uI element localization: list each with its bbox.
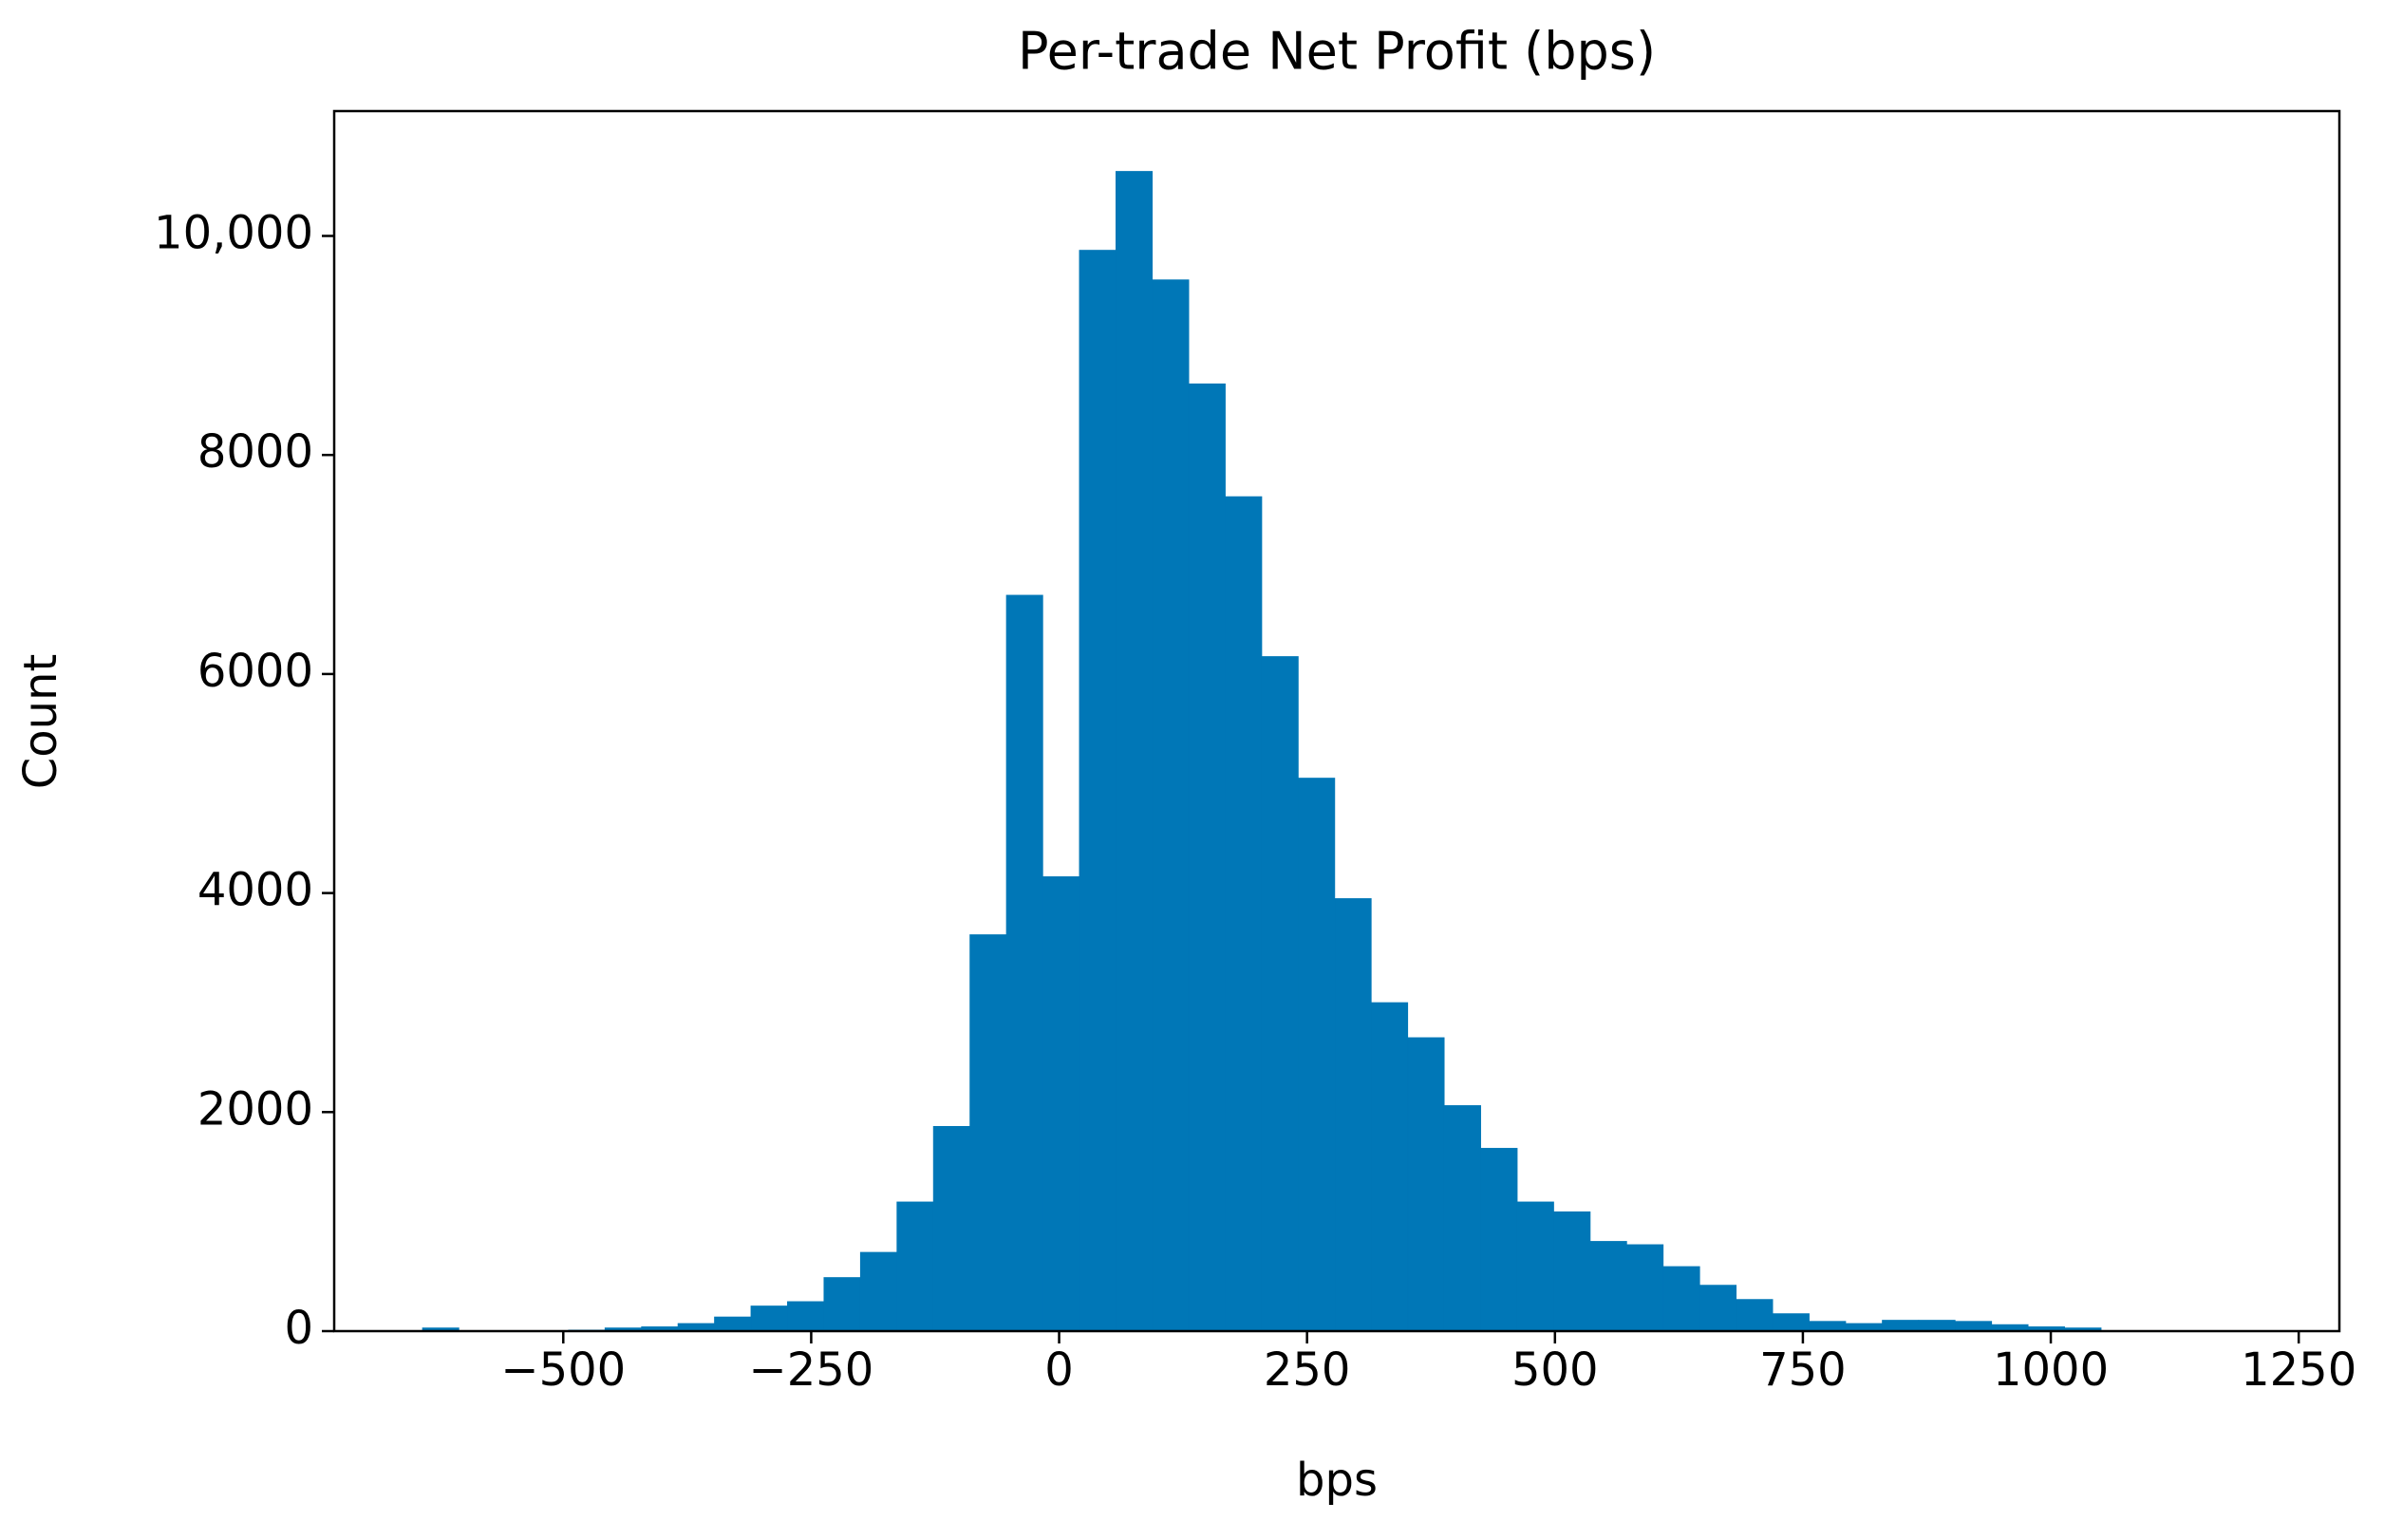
- chart-title: Per-trade Net Profit (bps): [1018, 22, 1656, 82]
- bar: [1809, 1321, 1847, 1332]
- bar: [1261, 656, 1299, 1332]
- x-axis-label: bps: [1296, 1454, 1378, 1507]
- bar: [714, 1316, 752, 1332]
- y-tick-label: 10,000: [154, 206, 313, 259]
- bar: [1772, 1313, 1810, 1332]
- plot-frame: [332, 109, 2341, 1333]
- x-tick-label: 1000: [1993, 1343, 2109, 1397]
- bar: [1115, 171, 1154, 1332]
- x-tick-label: 0: [1044, 1343, 1074, 1397]
- y-tick-label: 0: [284, 1302, 313, 1355]
- bar: [969, 934, 1007, 1332]
- bar: [1407, 1037, 1445, 1332]
- bar: [1918, 1320, 1956, 1332]
- x-tick-label: −250: [748, 1343, 873, 1397]
- y-tick-label: 8000: [197, 425, 313, 479]
- bar: [1955, 1321, 1993, 1332]
- bar: [1225, 496, 1263, 1332]
- bar: [1079, 250, 1117, 1332]
- bar: [1882, 1320, 1920, 1332]
- bar: [1480, 1148, 1518, 1332]
- bar: [1553, 1211, 1591, 1332]
- x-tick-label: 750: [1759, 1343, 1847, 1397]
- bar: [1736, 1299, 1774, 1332]
- y-tick-label: 4000: [197, 864, 313, 917]
- bar: [896, 1201, 934, 1332]
- x-tick-label: 500: [1511, 1343, 1599, 1397]
- bar: [787, 1301, 825, 1332]
- bar: [1516, 1201, 1554, 1332]
- x-tick-label: 250: [1264, 1343, 1351, 1397]
- bar: [750, 1305, 788, 1332]
- bar: [1626, 1244, 1664, 1332]
- x-tick-label: −500: [500, 1343, 626, 1397]
- bar: [1443, 1105, 1481, 1332]
- bar: [1298, 778, 1336, 1332]
- bar: [859, 1251, 897, 1332]
- bar: [1152, 279, 1190, 1332]
- bar: [1371, 1002, 1409, 1332]
- bar: [932, 1125, 970, 1332]
- bar: [1662, 1266, 1700, 1332]
- bar: [1334, 898, 1372, 1332]
- x-tick-label: 1250: [2241, 1343, 2356, 1397]
- y-tick-label: 2000: [197, 1082, 313, 1136]
- y-axis-label: Count: [14, 654, 67, 790]
- y-tick-label: 6000: [197, 645, 313, 698]
- bar: [1042, 875, 1080, 1332]
- bar: [823, 1277, 861, 1332]
- bar: [1699, 1285, 1737, 1332]
- bar: [1005, 594, 1043, 1332]
- bar: [1589, 1241, 1627, 1332]
- bar: [1188, 383, 1226, 1332]
